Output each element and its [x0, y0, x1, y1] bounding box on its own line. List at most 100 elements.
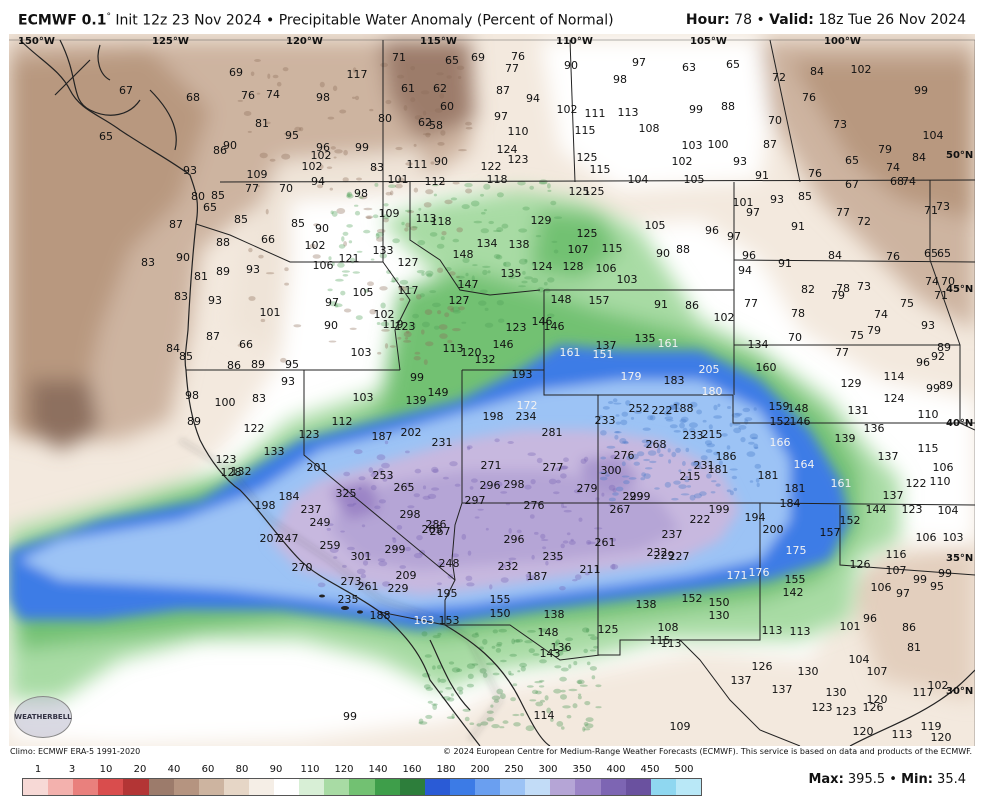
terrain-speck	[675, 447, 681, 453]
terrain-speck	[358, 487, 362, 491]
value-label: 89	[937, 341, 951, 354]
terrain-speck	[705, 449, 713, 453]
terrain-speck	[467, 550, 472, 556]
value-label: 252	[629, 402, 650, 415]
terrain-speck	[589, 666, 598, 671]
value-label: 113	[762, 624, 783, 637]
colorbar-swatch	[73, 779, 99, 795]
terrain-speck	[377, 351, 382, 355]
value-label: 126	[863, 701, 884, 714]
terrain-speck	[433, 325, 440, 330]
value-label: 100	[708, 138, 729, 151]
value-label: 123	[216, 453, 237, 466]
terrain-speck	[465, 575, 473, 581]
min-value: 35.4	[932, 772, 966, 787]
terrain-speck	[461, 204, 470, 210]
terrain-speck	[729, 422, 733, 427]
terrain-speck	[265, 208, 269, 215]
value-label: 227	[669, 550, 690, 563]
terrain-speck	[529, 699, 537, 702]
terrain-speck	[437, 632, 442, 636]
terrain-speck	[595, 706, 602, 709]
value-label: 233	[595, 414, 616, 427]
value-label: 71	[924, 204, 938, 217]
terrain-speck	[255, 184, 260, 188]
value-label: 187	[527, 570, 548, 583]
terrain-speck	[418, 718, 424, 724]
terrain-speck	[668, 404, 676, 411]
value-label: 281	[542, 426, 563, 439]
value-label: 229	[388, 582, 409, 595]
value-label: 172	[517, 399, 538, 412]
value-label: 161	[658, 337, 679, 350]
terrain-speck	[479, 289, 488, 294]
anomaly-map[interactable]: 150°W 125°W 120°W 115°W 110°W 105°W 100°…	[9, 34, 975, 746]
terrain-speck	[450, 197, 458, 201]
value-label: 187	[372, 430, 393, 443]
value-label: 237	[662, 528, 683, 541]
terrain-speck	[439, 678, 447, 683]
value-label: 102	[672, 155, 693, 168]
value-label: 69	[229, 66, 243, 79]
terrain-speck	[299, 127, 304, 132]
value-label: 298	[400, 508, 421, 521]
terrain-speck	[461, 533, 467, 540]
terrain-speck	[560, 694, 567, 700]
terrain-speck	[330, 210, 334, 215]
terrain-speck	[405, 482, 411, 487]
terrain-speck	[508, 557, 517, 561]
value-label: 90	[176, 251, 190, 264]
value-label: 102	[374, 308, 395, 321]
terrain-speck	[354, 210, 361, 216]
terrain-speck	[685, 476, 689, 479]
terrain-speck	[566, 532, 571, 536]
value-label: 186	[716, 450, 737, 463]
terrain-speck	[524, 640, 533, 644]
terrain-speck	[697, 465, 703, 470]
terrain-speck	[491, 645, 496, 649]
terrain-speck	[397, 336, 402, 340]
terrain-speck	[430, 219, 435, 224]
terrain-speck	[553, 216, 563, 219]
terrain-speck	[475, 632, 479, 636]
terrain-speck	[248, 247, 253, 253]
value-label: 62	[433, 82, 447, 95]
colorbar-swatch	[98, 779, 124, 795]
terrain-speck	[404, 227, 409, 232]
terrain-speck	[729, 490, 734, 496]
value-label: 116	[886, 548, 907, 561]
terrain-speck	[554, 665, 562, 669]
colorbar-swatch	[424, 779, 450, 795]
value-label: 152	[840, 514, 861, 527]
terrain-speck	[389, 345, 396, 348]
colorbar-tick-label: 1	[34, 764, 42, 775]
terrain-speck	[449, 461, 458, 467]
terrain-speck	[560, 543, 565, 549]
value-label: 171	[727, 569, 748, 582]
terrain-speck	[363, 207, 373, 211]
terrain-speck	[436, 664, 442, 670]
value-label: 93	[246, 263, 260, 276]
value-label: 261	[595, 536, 616, 549]
terrain-speck	[267, 73, 271, 79]
terrain-speck	[756, 482, 760, 488]
terrain-speck	[457, 76, 462, 79]
terrain-speck	[555, 467, 562, 472]
value-label: 110	[930, 475, 951, 488]
terrain-speck	[422, 133, 432, 136]
colorbar-swatch	[650, 779, 676, 795]
terrain-speck	[380, 302, 386, 309]
terrain-speck	[309, 243, 316, 249]
value-label: 105	[353, 286, 374, 299]
terrain-speck	[260, 318, 266, 323]
colorbar-swatch	[324, 779, 350, 795]
terrain-speck	[426, 273, 433, 278]
terrain-speck	[356, 177, 362, 181]
terrain-speck	[452, 181, 460, 185]
terrain-speck	[272, 74, 279, 79]
value-label: 99	[355, 141, 369, 154]
value-label: 126	[752, 660, 773, 673]
terrain-speck	[731, 412, 741, 418]
value-label: 113	[416, 212, 437, 225]
